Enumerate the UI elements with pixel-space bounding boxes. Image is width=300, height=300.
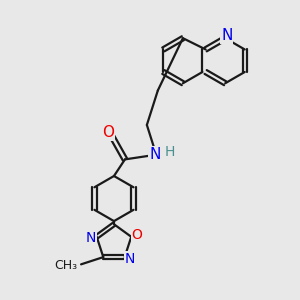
Text: N: N [149, 147, 160, 162]
Text: N: N [221, 28, 232, 43]
Text: N: N [86, 231, 96, 245]
Text: O: O [102, 125, 114, 140]
Text: CH₃: CH₃ [54, 260, 77, 272]
Text: O: O [131, 228, 142, 242]
Text: H: H [164, 145, 175, 159]
Text: N: N [125, 252, 136, 266]
